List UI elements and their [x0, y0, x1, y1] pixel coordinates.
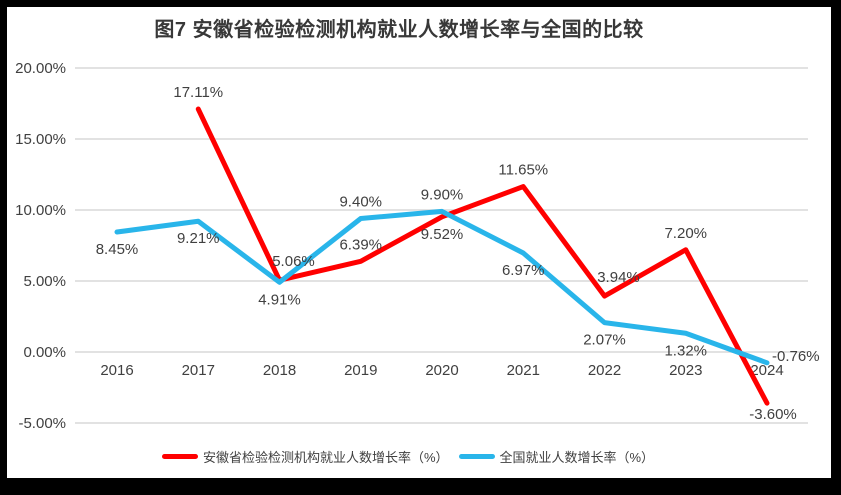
legend-swatch-national-line	[458, 454, 495, 459]
x-tick-label: 2024	[750, 362, 783, 379]
legend-item-anhui: 安徽省检验检测机构就业人数增长率（%）	[161, 447, 449, 466]
legend-swatch-anhui-line	[161, 454, 198, 459]
y-tick-label: 20.00%	[15, 60, 66, 77]
y-tick-label: 10.00%	[15, 202, 66, 219]
data-label: 5.06%	[272, 253, 315, 270]
data-label: 11.65%	[498, 162, 548, 179]
chart-title: 图7 安徽省检验检测机构就业人数增长率与全国的比较	[154, 19, 644, 41]
x-tick-label: 2022	[588, 362, 621, 379]
series-line-0	[195, 106, 770, 406]
data-label: 2.07%	[583, 332, 626, 349]
line-chart: 20.00% 15.00% 10.00% 5.00% 0.00% -5.00% 2016 20…	[15, 60, 820, 432]
x-tick-label: 2023	[669, 362, 702, 379]
data-label: 4.91%	[258, 291, 301, 308]
data-label: 6.39%	[339, 236, 382, 253]
x-tick-label: 2021	[507, 362, 540, 379]
y-tick-label: 0.00%	[23, 344, 66, 361]
chart-legend: 安徽省检验检测机构就业人数增长率（%） 全国就业人数增长率（%）	[7, 447, 809, 466]
chart-card: 图7 安徽省检验检测机构就业人数增长率与全国的比较 20.00% 15.00% 10…	[7, 7, 831, 478]
data-label: 7.20%	[664, 225, 707, 242]
data-label: -0.76%	[772, 348, 820, 365]
data-label: 9.52%	[421, 226, 464, 243]
x-tick-label: 2016	[100, 362, 133, 379]
data-label: 1.32%	[664, 342, 707, 359]
y-tick-label: -5.00%	[18, 415, 66, 432]
y-tick-label: 5.00%	[23, 273, 66, 290]
data-label: -3.60%	[749, 406, 797, 423]
x-tick-label: 2017	[182, 362, 215, 379]
data-label: 9.21%	[177, 230, 220, 247]
data-label: 17.11%	[173, 84, 223, 101]
legend-label-national: 全国就业人数增长率（%）	[499, 450, 655, 465]
data-label: 8.45%	[96, 241, 139, 258]
series-line-1	[114, 208, 770, 366]
data-label: 9.40%	[339, 194, 382, 211]
y-tick-label: 15.00%	[15, 131, 66, 148]
x-tick-label: 2020	[425, 362, 458, 379]
legend-label-anhui: 安徽省检验检测机构就业人数增长率（%）	[202, 450, 449, 465]
x-tick-label: 2019	[344, 362, 377, 379]
data-label: 3.94%	[597, 269, 640, 286]
x-tick-label: 2018	[263, 362, 296, 379]
data-label: 6.97%	[502, 262, 545, 279]
data-label: 9.90%	[421, 186, 464, 203]
legend-item-national: 全国就业人数增长率（%）	[458, 447, 655, 466]
